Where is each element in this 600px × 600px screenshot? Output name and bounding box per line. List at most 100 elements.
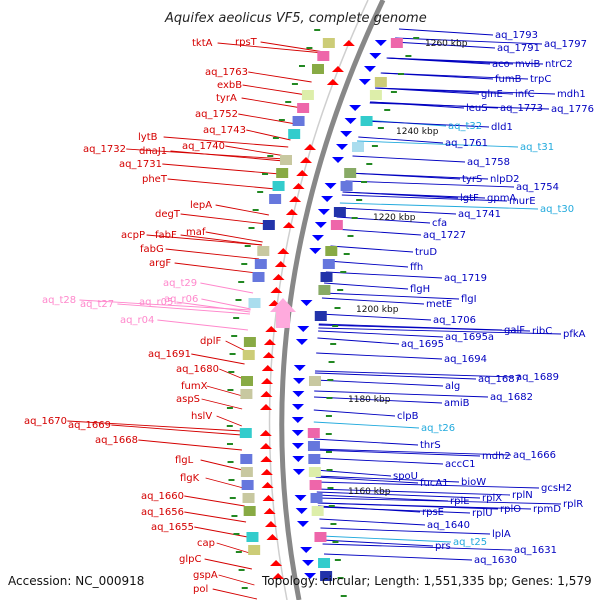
label-connector (357, 140, 519, 148)
label-connector (347, 172, 489, 180)
right-gene-label: cfa (432, 218, 447, 229)
reverse-strand-feature (257, 246, 270, 256)
reverse-strand-feature (301, 90, 314, 100)
reverse-strand-feature (297, 103, 310, 113)
forward-strand-feature (308, 376, 321, 386)
label-connector (315, 475, 460, 483)
left-gene-label: aq_r04 (120, 315, 154, 326)
forward-strand-gene (369, 53, 382, 59)
forward-strand-gene (294, 495, 307, 501)
forward-strand-gene (340, 131, 353, 137)
right-gene-label: prs (435, 541, 451, 552)
left-gene-label: aq_t28 (42, 295, 76, 306)
forward-strand-gene (331, 157, 344, 163)
label-connector (345, 180, 515, 188)
label-connector (375, 87, 556, 95)
forward-strand-feature (308, 467, 321, 477)
forward-strand-feature (314, 311, 327, 321)
label-connector (317, 494, 449, 502)
left-gene-label: tyrA (216, 93, 237, 104)
right-gene-label: aq_1741 (458, 209, 501, 220)
left-gene-label: aq_1670 (24, 416, 67, 427)
reverse-strand-feature (246, 532, 259, 542)
label-connector (225, 145, 286, 157)
right-gene-label: aq_t26 (421, 423, 455, 434)
left-gene-label: pheT (142, 174, 168, 185)
left-gene-label: aspS (176, 394, 200, 405)
label-connector (180, 213, 267, 225)
kbp-scale-label: 1180 kbp (348, 395, 391, 405)
reverse-strand-feature (317, 51, 330, 61)
right-gene-label: rplO (500, 504, 521, 515)
forward-strand-feature (369, 90, 382, 100)
reverse-strand-gene (331, 66, 344, 72)
right-gene-label: aq_1797 (544, 39, 587, 50)
forward-strand-gene (302, 560, 315, 566)
reverse-strand-gene (266, 534, 279, 540)
left-gene-label: aq_1740 (182, 141, 225, 152)
label-connector (67, 420, 242, 432)
forward-strand-gene (317, 209, 330, 215)
left-gene-label: aq_1669 (68, 420, 111, 431)
left-gene-label: aq_1656 (141, 507, 184, 518)
left-gene-label: glpC (179, 554, 201, 565)
label-connector (318, 324, 531, 332)
forward-strand-gene (311, 235, 324, 241)
forward-strand-gene (300, 547, 313, 553)
label-connector (204, 558, 252, 570)
left-gene-label: fabG (140, 244, 164, 255)
reverse-strand-feature (292, 116, 305, 126)
right-gene-label: aq_1695 (401, 339, 444, 350)
forward-strand-feature (311, 506, 324, 516)
left-gene-label: exbB (217, 80, 242, 91)
left-gene-label: argF (149, 258, 171, 269)
label-connector (395, 37, 543, 45)
right-gene-label: aq_1761 (445, 138, 488, 149)
label-connector (386, 57, 544, 65)
right-gene-label: aq_t30 (540, 204, 574, 215)
reverse-strand-gene (277, 248, 290, 254)
label-connector (317, 497, 562, 505)
label-connector (206, 385, 243, 397)
forward-strand-gene (292, 378, 305, 384)
reverse-strand-gene (326, 79, 339, 85)
accession-text: Accession: NC_000918 (8, 574, 144, 588)
label-connector (317, 337, 400, 345)
topology-text: Topology: circular; Length: 1,551,335 bp… (261, 574, 592, 588)
right-gene-label: rplX (482, 493, 502, 504)
reverse-strand-gene (259, 443, 272, 449)
right-gene-label: mdh1 (557, 89, 586, 100)
reverse-strand-gene (272, 274, 285, 280)
label-connector (315, 476, 419, 484)
forward-strand-feature (325, 246, 338, 256)
forward-strand-feature (340, 181, 353, 191)
label-connector (327, 260, 409, 268)
reverse-strand-feature (248, 545, 261, 555)
forward-strand-gene (295, 508, 308, 514)
forward-strand-gene (309, 248, 322, 254)
label-connector (352, 155, 466, 163)
forward-strand-gene (297, 326, 310, 332)
forward-strand-feature (318, 558, 331, 568)
right-gene-label: ffh (410, 262, 423, 273)
label-connector (216, 542, 250, 554)
left-gene-label: aq_1668 (95, 435, 138, 446)
label-connector (176, 301, 251, 313)
rrna-operon (270, 298, 296, 328)
forward-strand-gene (358, 79, 371, 85)
genome-backbone-arc (279, 0, 386, 600)
right-gene-label: rpmD (533, 504, 561, 515)
label-connector (338, 207, 457, 215)
reverse-strand-feature (262, 220, 275, 230)
forward-strand-feature (308, 454, 321, 464)
reverse-strand-feature (252, 272, 265, 282)
reverse-strand-feature (239, 428, 252, 438)
right-gene-label: aq_1689 (516, 372, 559, 383)
reverse-strand-gene (260, 404, 273, 410)
right-gene-label: dld1 (491, 122, 513, 133)
label-connector (393, 41, 496, 49)
label-connector (315, 370, 515, 378)
reverse-strand-gene (272, 573, 285, 579)
label-connector (318, 327, 562, 335)
right-gene-label: lplA (492, 529, 511, 540)
